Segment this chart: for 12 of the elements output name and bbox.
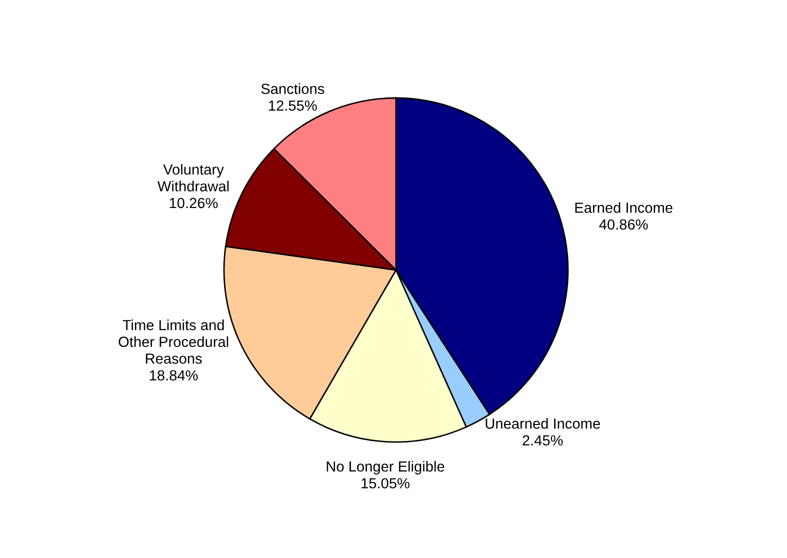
slice-label: Voluntary Withdrawal: [157, 164, 229, 192]
data-label: 12.55%: [269, 100, 317, 111]
data-label: 40.86%: [599, 219, 648, 230]
slice-label: Unearned Income: [486, 418, 600, 429]
data-label: 15.05%: [362, 478, 410, 488]
slice-label: Earned Income: [575, 202, 672, 213]
slice-label: Time Limits and Other Procedural Reasons: [118, 320, 228, 364]
slice-label: Sanctions: [261, 83, 324, 94]
slice-label: No Longer Eligible: [326, 460, 444, 475]
data-label: 10.26%: [170, 198, 218, 208]
data-label: 2.45%: [522, 435, 563, 446]
data-label: 18.84%: [150, 370, 198, 381]
